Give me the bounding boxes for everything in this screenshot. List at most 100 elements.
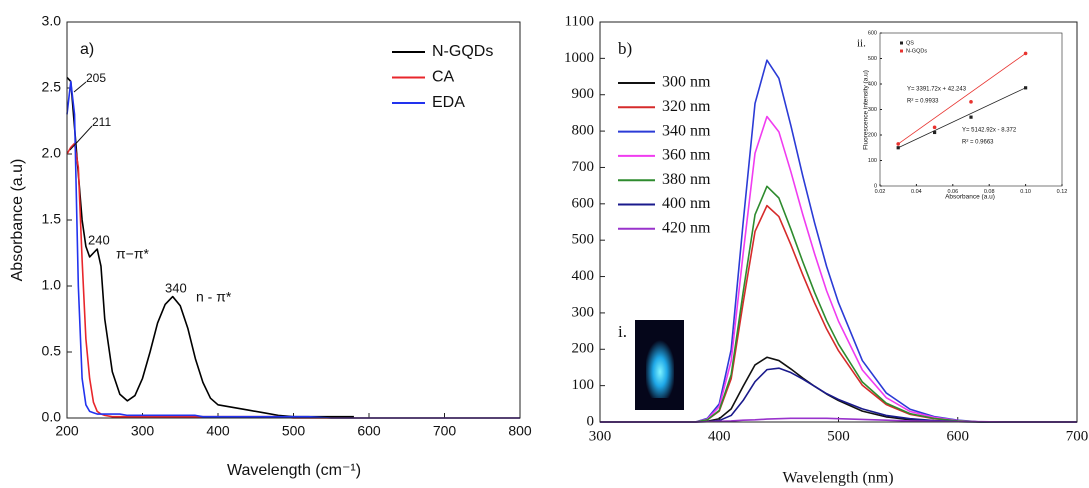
x-tick-label: 0.04 (911, 189, 922, 195)
fit-line (897, 53, 1026, 145)
vial-glow (646, 340, 674, 398)
annotation: R² = 0.9663 (962, 140, 994, 146)
annotation: b) (618, 39, 632, 58)
y-tick-label: 2.0 (42, 145, 62, 161)
x-tick-label: 0.10 (1020, 189, 1031, 195)
y-tick-label: 400 (572, 268, 595, 284)
y-tick-label: 1000 (564, 50, 594, 66)
x-tick-label: 300 (589, 428, 612, 444)
legend-label: 340 nm (662, 122, 711, 139)
x-tick-label: 700 (1066, 428, 1089, 444)
y-tick-label: 100 (868, 158, 877, 164)
annotation: 211 (92, 115, 111, 129)
legend-label: N-GQDs (906, 48, 927, 54)
y-tick-label: 200 (868, 132, 877, 138)
point (1023, 51, 1028, 56)
series-line (66, 76, 354, 418)
y-tick-label: 3.0 (42, 13, 62, 29)
x-tick-label: 0.08 (984, 189, 995, 195)
series-line (66, 142, 520, 419)
annotation: Y= 3391.72x + 42.243 (907, 87, 967, 93)
annotation: Y= 5142.92x - 8.372 (962, 128, 1017, 134)
x-tick-label: 600 (947, 428, 970, 444)
x-axis-label: Absorbance (a.u) (945, 194, 995, 201)
legend-label: 400 nm (662, 195, 711, 212)
x-tick-label: 500 (282, 423, 306, 439)
y-tick-label: 600 (572, 195, 595, 211)
y-tick-label: 1.5 (42, 211, 62, 227)
x-tick-label: 0.12 (1057, 189, 1068, 195)
fit-line (898, 87, 1026, 149)
x-tick-label: 700 (433, 423, 457, 439)
panel: 300 400 500 600 700 0 100 200 300 400 500 600 700 800… (564, 13, 1088, 486)
panel: 0.02 0.04 0.06 0.08 0.10 0.12 0 100 200 300 400 500… (852, 28, 1072, 208)
y-tick-label: 0.0 (42, 409, 62, 425)
x-tick-label: 0.06 (947, 189, 958, 195)
y-tick-label: 400 (868, 81, 877, 87)
x-tick-label: 500 (827, 428, 850, 444)
y-tick-label: 0 (587, 413, 595, 429)
y-tick-label: 700 (572, 159, 595, 175)
point (1024, 86, 1028, 90)
annotation: n - π* (196, 289, 232, 305)
x-tick-label: 800 (508, 423, 532, 439)
point (933, 130, 937, 135)
annotation: π−π* (116, 246, 149, 262)
y-tick-label: 0 (874, 183, 877, 189)
legend-label: 320 nm (662, 98, 711, 115)
annotation: ii. (857, 38, 866, 50)
annotation: 340 (165, 280, 187, 295)
leader-line (69, 125, 93, 151)
annotation: 205 (86, 71, 106, 85)
y-tick-label: 500 (868, 56, 877, 62)
legend-label: 420 nm (662, 219, 711, 236)
y-tick-label: 600 (868, 30, 877, 36)
y-tick-label: 800 (572, 123, 595, 139)
plot-frame (599, 21, 1078, 423)
annotation: R² = 0.9933 (907, 99, 939, 105)
plot-frame (879, 32, 1063, 187)
leader-line (73, 81, 87, 93)
annotation: i. (618, 322, 627, 341)
legend-marker (900, 49, 903, 53)
x-tick-label: 300 (131, 423, 155, 439)
legend-label: 360 nm (662, 147, 711, 164)
point (969, 100, 973, 104)
y-tick-label: 1100 (565, 13, 594, 29)
plot-frame (66, 21, 521, 419)
x-tick-label: 200 (55, 423, 79, 439)
annotation: a) (80, 41, 94, 58)
y-tick-label: 900 (572, 86, 595, 102)
x-tick-label: 600 (357, 423, 381, 439)
y-tick-label: 100 (572, 377, 595, 393)
legend-label: QS (906, 40, 914, 46)
y-tick-label: 0.5 (42, 343, 62, 359)
point (896, 146, 900, 150)
annotation: 240 (88, 232, 110, 247)
legend-label: N-GQDs (432, 43, 493, 60)
y-tick-label: 500 (572, 232, 595, 248)
panel: 200 300 400 500 600 700 800 0.0 0.5 1.0 1.5 2.0 2.5 3… (9, 13, 532, 480)
y-axis-label: Fluorescence intensity (a.u) (863, 70, 870, 150)
legend-label: 380 nm (662, 171, 711, 188)
x-axis-label: Wavelength (cm⁻¹) (227, 462, 361, 479)
legend-label: EDA (432, 94, 465, 111)
y-tick-label: 2.5 (42, 79, 62, 95)
legend-label: 300 nm (662, 74, 711, 91)
point (969, 115, 973, 119)
y-tick-label: 300 (868, 107, 877, 113)
legend-label: CA (432, 69, 455, 86)
y-tick-label: 300 (572, 304, 595, 320)
x-tick-label: 0.02 (875, 189, 886, 195)
y-tick-label: 200 (572, 341, 595, 357)
point (932, 125, 937, 130)
legend-marker (900, 41, 903, 45)
x-axis-label: Wavelength (nm) (782, 470, 893, 487)
point (896, 142, 900, 146)
x-tick-label: 400 (206, 423, 230, 439)
x-tick-label: 400 (708, 428, 731, 444)
y-axis-label: Absorbance (a.u) (9, 159, 26, 282)
y-tick-label: 1.0 (42, 277, 62, 293)
